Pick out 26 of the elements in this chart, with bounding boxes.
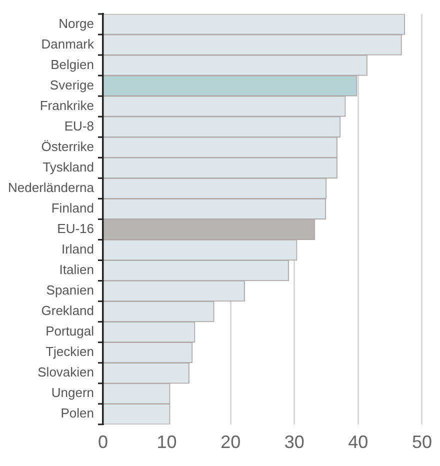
y-tick-label: Österrike [41,138,94,154]
y-tick-label: Nederländerna [8,180,95,195]
x-tick-label: 20 [220,432,241,452]
y-tick-label: Portugal [46,324,94,339]
x-tick-label: 30 [284,432,304,452]
y-tick-label: EU-8 [64,118,94,134]
x-tick-label: 10 [156,432,177,452]
y-tick-label: Ungern [51,385,94,400]
y-tick-label: Polen [60,406,94,421]
y-tick-label: Tjeckien [46,344,94,360]
x-tick-label: 50 [412,432,432,452]
y-tick-label: Grekland [41,303,94,318]
y-tick-label: Italien [59,262,94,278]
y-tick-label: Spanien [46,282,94,298]
y-tick-label: Tyskland [42,159,94,174]
x-tick-label: 0 [98,432,108,452]
y-tick-label: Finland [51,200,94,216]
y-tick-label: Frankrike [40,98,94,113]
x-tick-label: 40 [348,432,368,452]
y-tick-label: Belgien [50,56,94,72]
y-tick-label: EU-16 [57,221,94,236]
y-tick-label: Irland [61,242,94,257]
y-tick-label: Sverige [50,77,94,92]
y-tick-label: Danmark [41,36,94,52]
y-tick-label: Norge [58,16,94,31]
y-tick-label: Slovakien [38,364,94,380]
